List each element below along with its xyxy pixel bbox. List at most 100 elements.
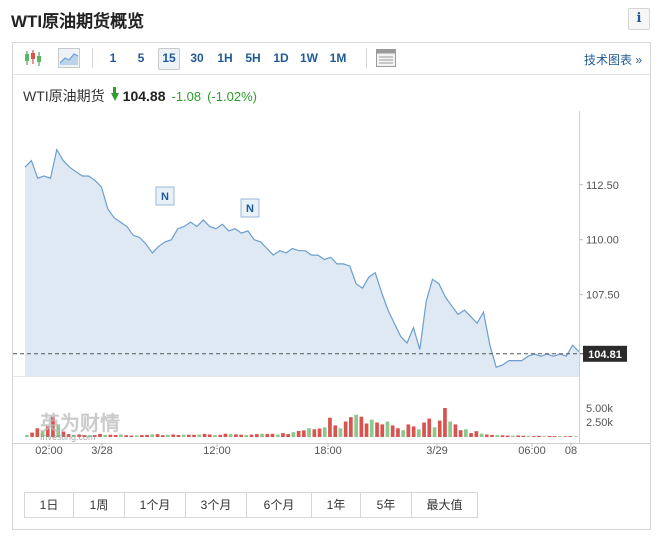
volume-bar <box>87 435 92 437</box>
volume-bar <box>134 435 139 437</box>
volume-bar <box>443 408 447 437</box>
volume-bar <box>432 427 437 437</box>
volume-bar <box>281 433 285 437</box>
volume-bar <box>526 436 531 437</box>
interval-5[interactable]: 5 <box>137 51 145 65</box>
volume-bar <box>448 421 452 437</box>
volume-bar <box>129 435 134 438</box>
volume-bar <box>244 435 249 437</box>
volume-tick-label: 5.00k <box>586 403 613 415</box>
technical-chart-link[interactable]: 技术图表 » <box>583 53 642 67</box>
interval-1m[interactable]: 1M <box>329 51 347 65</box>
news-marker-label: N <box>161 191 169 203</box>
volume-bar <box>484 434 489 437</box>
range-5y[interactable]: 5年 <box>361 493 412 517</box>
interval-1w[interactable]: 1W <box>300 51 318 65</box>
instrument-name: WTI原油期货 <box>23 88 105 104</box>
volume-bar <box>286 434 290 437</box>
chart-toolbar: 1 5 15 30 1H 5H 1D 1W 1M 技术图表 » <box>13 43 650 75</box>
range-max[interactable]: 最大值 <box>426 498 463 512</box>
x-tick-label: 12:00 <box>203 445 231 455</box>
volume-bar <box>187 434 191 437</box>
volume-bar <box>406 424 411 437</box>
volume-bars <box>25 408 578 438</box>
watermark-sub: Investing.com <box>40 432 96 442</box>
interval-1h[interactable]: 1H <box>217 51 233 65</box>
volume-bar <box>568 436 573 437</box>
volume-bar <box>312 429 317 437</box>
volume-bar <box>82 435 87 437</box>
volume-bar <box>145 434 149 437</box>
x-tick-label: 06:00 <box>518 445 546 455</box>
volume-bar <box>92 435 97 437</box>
volume-bar <box>479 433 484 437</box>
toolbar-divider <box>366 48 367 68</box>
page-title: WTI原油期货概览 <box>11 12 145 31</box>
volume-bar <box>160 435 165 437</box>
area-chart-icon[interactable] <box>58 48 80 68</box>
volume-bar <box>176 435 181 437</box>
last-value-label-bg <box>583 345 627 362</box>
interval-5h[interactable]: 5H <box>245 51 261 65</box>
range-6m[interactable]: 6个月 <box>247 493 312 517</box>
volume-bar <box>249 434 254 437</box>
y-tick-label: 107.50 <box>586 290 620 302</box>
last-value-label: 104.81 <box>588 349 622 361</box>
x-tick-label: 08 <box>565 445 577 455</box>
volume-bar <box>103 434 108 437</box>
volume-bar <box>291 432 296 437</box>
price-chart[interactable]: 英为财情 Investing.com 112.50 110.00 107.50 5.0… <box>13 111 650 455</box>
news-marker-label: N <box>246 203 254 215</box>
volume-bar <box>495 435 500 437</box>
volume-bar <box>192 434 196 437</box>
volume-bar <box>40 431 45 437</box>
volume-bar <box>464 429 468 437</box>
last-value-marker: 104.81 <box>13 345 627 362</box>
range-1m[interactable]: 1个月 <box>125 493 186 517</box>
watermark: 英为财情 Investing.com <box>40 411 120 442</box>
x-tick-label: 3/29 <box>426 445 447 455</box>
watermark-brand: 英为财情 <box>40 411 120 435</box>
price-area-fill <box>25 149 579 376</box>
volume-bar <box>547 436 552 437</box>
interval-30[interactable]: 30 <box>190 51 204 65</box>
volume-bar <box>119 434 123 437</box>
volume-bar <box>166 434 170 437</box>
toolbar-divider <box>92 48 93 68</box>
volume-bar <box>490 434 494 437</box>
volume-bar <box>411 426 416 437</box>
range-1w[interactable]: 1周 <box>74 493 125 517</box>
volume-bar <box>155 434 160 437</box>
volume-bar <box>349 417 353 437</box>
volume-bar <box>77 434 81 437</box>
news-marker[interactable] <box>155 186 175 206</box>
volume-bar <box>328 417 332 437</box>
volume-bar <box>563 436 567 437</box>
volume-bar <box>380 424 385 437</box>
news-markers[interactable]: NN <box>155 186 260 218</box>
range-1d[interactable]: 1日 <box>25 493 74 517</box>
volume-bar <box>354 414 358 437</box>
volume-bar <box>385 421 390 437</box>
volume-bar <box>113 435 118 437</box>
range-1y[interactable]: 1年 <box>312 493 361 517</box>
volume-bar <box>552 436 557 437</box>
volume-bar <box>511 435 515 437</box>
volume-bar <box>500 435 505 437</box>
price-line <box>24 147 580 368</box>
volume-bar <box>307 428 311 437</box>
news-marker[interactable] <box>240 198 260 218</box>
table-icon[interactable] <box>375 48 397 68</box>
volume-bar <box>437 420 442 437</box>
interval-1d[interactable]: 1D <box>273 51 289 65</box>
volume-bar <box>213 435 217 437</box>
volume-bar <box>359 416 364 437</box>
volume-bar <box>469 433 473 437</box>
info-icon[interactable]: i <box>628 8 650 30</box>
interval-1[interactable]: 1 <box>109 51 117 65</box>
volume-bar <box>150 434 155 437</box>
interval-15[interactable]: 15 <box>158 48 180 70</box>
chart-card: 1 5 15 30 1H 5H 1D 1W 1M 技术图表 » WTI原油期货 1… <box>12 42 651 530</box>
range-3m[interactable]: 3个月 <box>186 493 247 517</box>
candlestick-icon[interactable] <box>22 48 44 68</box>
